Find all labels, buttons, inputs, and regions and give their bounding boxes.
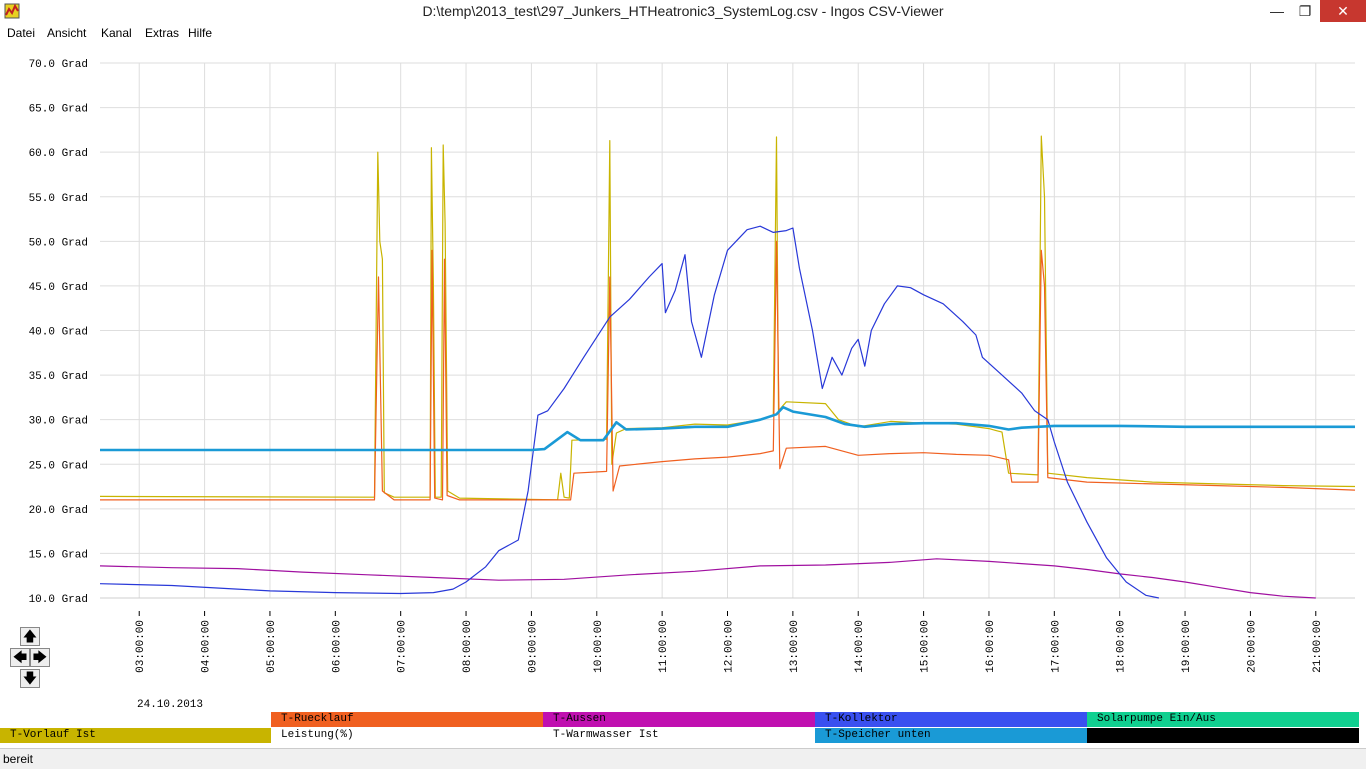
legend-item-solarpumpe-ein-aus[interactable]: Solarpumpe Ein/Aus [1087,712,1359,727]
series-line-t-kollektor [99,225,1160,599]
arrow-right-icon[interactable]: 🡆 [30,648,50,667]
legend: T-Ruecklauf T-Aussen T-Kollektor Solarpumpe… [0,712,1366,744]
legend-item-t-kollektor[interactable]: T-Kollektor [815,712,1087,727]
x-tick-label: 12:00:00 [724,620,736,673]
x-tick-label: 05:00:00 [266,620,278,673]
x-axis-ticks: 03:00:00 04:00:00 05:00:00 06:00:00 07:00:00… [135,611,1324,673]
y-tick-label: 45.0 Grad [29,282,88,294]
series-line-t-aussen [99,558,1316,599]
x-tick-label: 03:00:00 [135,620,147,673]
y-tick-label: 15.0 Grad [29,549,88,561]
scroll-navigator: 🡅 🡄 🡆 🡇 [9,627,51,689]
restore-icon[interactable]: ❐ [1298,3,1312,19]
x-tick-label: 11:00:00 [658,620,670,673]
title-bar: D:\temp\2013_test\297_Junkers_HTHeatroni… [0,0,1366,24]
x-tick-label: 20:00:00 [1246,620,1258,673]
menu-bar: Datei Ansicht Kanal Extras Hilfe [0,24,1366,42]
arrow-up-icon[interactable]: 🡅 [20,627,40,646]
close-icon[interactable]: ✕ [1320,0,1366,22]
line-chart[interactable]: 10.0 Grad 15.0 Grad 20.0 Grad 25.0 Grad 30.0… [0,42,1366,712]
y-tick-label: 10.0 Grad [29,594,88,606]
y-axis-ticks: 10.0 Grad 15.0 Grad 20.0 Grad 25.0 Grad 30.0… [29,59,88,606]
y-tick-label: 65.0 Grad [29,104,88,116]
y-tick-label: 70.0 Grad [29,59,88,71]
x-tick-label: 14:00:00 [854,620,866,673]
x-tick-label: 19:00:00 [1181,620,1193,673]
app-icon [4,3,20,19]
x-tick-label: 18:00:00 [1116,620,1128,673]
status-bar: bereit [0,748,1366,769]
x-tick-label: 21:00:00 [1312,620,1324,673]
y-tick-label: 55.0 Grad [29,193,88,205]
series-line-t-speicher-unten [100,405,1355,452]
legend-item-t-vorlauf-ist[interactable]: T-Vorlauf Ist [0,728,271,743]
x-tick-label: 07:00:00 [397,620,409,673]
legend-item-empty[interactable] [1087,728,1359,743]
series-line-t-ruecklauf [100,240,1356,501]
y-tick-label: 35.0 Grad [29,371,88,383]
x-tick-label: 16:00:00 [985,620,997,673]
y-tick-label: 40.0 Grad [29,327,88,339]
y-tick-label: 20.0 Grad [29,505,88,517]
menu-ansicht[interactable]: Ansicht [47,26,87,40]
x-tick-label: 04:00:00 [201,620,213,673]
x-tick-label: 06:00:00 [331,620,343,673]
menu-hilfe[interactable]: Hilfe [188,26,213,40]
y-tick-label: 25.0 Grad [29,460,88,472]
legend-item-leistung[interactable]: Leistung(%) [271,728,543,743]
x-tick-label: 08:00:00 [462,620,474,673]
legend-item-t-warmwasser-ist[interactable]: T-Warmwasser Ist [543,728,815,743]
y-tick-label: 50.0 Grad [29,237,88,249]
menu-datei[interactable]: Datei [7,26,36,40]
arrow-left-icon[interactable]: 🡄 [10,648,30,667]
y-tick-label: 60.0 Grad [29,148,88,160]
minimize-icon[interactable]: — [1270,3,1284,19]
legend-item-t-aussen[interactable]: T-Aussen [543,712,815,727]
arrow-down-icon[interactable]: 🡇 [20,669,40,688]
x-tick-label: 17:00:00 [1050,620,1062,673]
x-tick-label: 15:00:00 [920,620,932,673]
legend-item-t-ruecklauf[interactable]: T-Ruecklauf [271,712,543,727]
window-title: D:\temp\2013_test\297_Junkers_HTHeatroni… [422,3,944,19]
x-tick-label: 09:00:00 [527,620,539,673]
x-tick-label: 10:00:00 [593,620,605,673]
y-tick-label: 30.0 Grad [29,416,88,428]
menu-kanal[interactable]: Kanal [101,26,132,40]
status-text: bereit [3,752,34,766]
date-label: 24.10.2013 [137,699,203,711]
menu-extras[interactable]: Extras [145,26,180,40]
legend-item-t-speicher-unten[interactable]: T-Speicher unten [815,728,1087,743]
series-lines [99,135,1356,599]
x-tick-label: 13:00:00 [789,620,801,673]
grid-lines [100,62,1355,599]
